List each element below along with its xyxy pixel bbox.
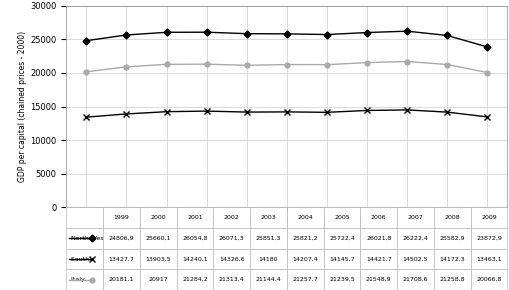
Y-axis label: GDP per capital (chained prices - 2000): GDP per capital (chained prices - 2000) bbox=[18, 31, 27, 182]
